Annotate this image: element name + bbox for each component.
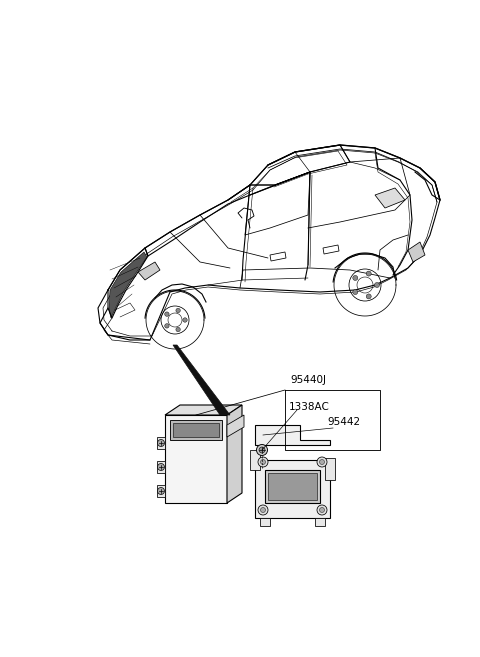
Polygon shape [268, 473, 317, 500]
Circle shape [157, 440, 165, 447]
Polygon shape [157, 437, 165, 449]
Polygon shape [173, 423, 219, 437]
Polygon shape [315, 518, 325, 526]
Polygon shape [323, 245, 339, 254]
Polygon shape [165, 405, 242, 415]
Circle shape [157, 487, 165, 495]
Circle shape [320, 459, 324, 464]
Polygon shape [227, 415, 244, 437]
Circle shape [258, 457, 268, 467]
Polygon shape [157, 485, 165, 497]
Circle shape [366, 271, 371, 276]
Polygon shape [157, 461, 165, 473]
Polygon shape [260, 518, 270, 526]
Polygon shape [173, 345, 230, 415]
Polygon shape [375, 188, 405, 208]
Polygon shape [255, 425, 330, 445]
Circle shape [183, 318, 187, 322]
Circle shape [261, 459, 265, 464]
Circle shape [374, 283, 380, 288]
Circle shape [261, 507, 265, 512]
Circle shape [256, 445, 267, 455]
Polygon shape [98, 145, 440, 340]
Polygon shape [170, 420, 222, 440]
Polygon shape [138, 262, 160, 280]
Circle shape [259, 447, 265, 453]
Circle shape [317, 505, 327, 515]
Circle shape [258, 505, 268, 515]
Polygon shape [250, 450, 260, 470]
Circle shape [176, 327, 180, 332]
Polygon shape [325, 458, 335, 480]
Circle shape [317, 457, 327, 467]
Polygon shape [265, 470, 320, 503]
Polygon shape [109, 252, 147, 318]
Circle shape [157, 463, 165, 470]
Circle shape [320, 507, 324, 512]
Circle shape [176, 308, 180, 313]
Polygon shape [408, 242, 425, 262]
Polygon shape [227, 405, 242, 503]
Text: 1338AC: 1338AC [289, 402, 330, 412]
Circle shape [366, 294, 371, 299]
Polygon shape [270, 252, 286, 261]
Polygon shape [165, 415, 227, 503]
Polygon shape [255, 460, 330, 518]
Text: 95440J: 95440J [290, 375, 326, 385]
Circle shape [353, 290, 358, 294]
Circle shape [165, 312, 169, 316]
Circle shape [353, 275, 358, 281]
Text: 95442: 95442 [327, 417, 360, 427]
Circle shape [165, 324, 169, 328]
